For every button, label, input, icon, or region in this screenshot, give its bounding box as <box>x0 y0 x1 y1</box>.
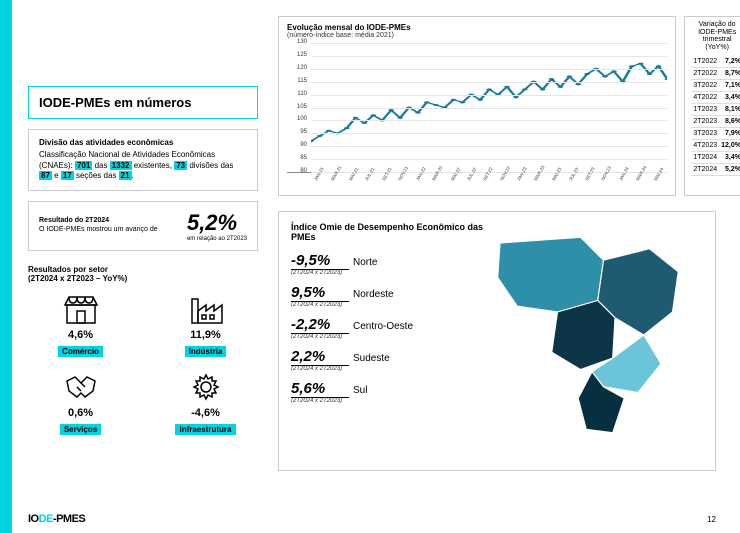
result-sub: em relação ao 2T2023 <box>187 236 247 242</box>
table-row: 2T20245,2% <box>691 163 740 175</box>
region-name: Centro-Oeste <box>353 321 413 332</box>
sector-factory: 11,9% Indústria <box>153 291 258 359</box>
region-value: 9,5% <box>291 284 349 302</box>
grid-line <box>311 120 667 121</box>
region-value: 2,2% <box>291 348 349 366</box>
table-row: 2T20228,7% <box>691 67 740 79</box>
y-tick: 80 <box>287 168 307 174</box>
brazil-map <box>477 220 707 450</box>
sector-label: Serviços <box>60 424 101 435</box>
table-row: 3T20227,1% <box>691 79 740 91</box>
map-box: Índice Omie de Desempenho Econômico das … <box>278 211 716 471</box>
table-box: Variação do IODE-PMEs trimestral (YoY%) … <box>684 16 740 196</box>
table-row: 4T20223,4% <box>691 91 740 103</box>
table-row: 3T20237,9% <box>691 127 740 139</box>
grid-line <box>311 95 667 96</box>
sector-value: -4,6% <box>153 407 258 419</box>
title-box: IODE-PMEs em números <box>28 86 258 119</box>
chart-box: Evolução mensal do IODE-PMEs (número-índ… <box>278 16 676 196</box>
left-column: IODE-PMEs em números Divisão das ativida… <box>28 86 258 437</box>
y-tick: 85 <box>287 155 307 161</box>
x-axis: JAN.21MAR.21MAI.21JUL.21SET.21NOV.21JAN.… <box>311 173 667 184</box>
table-row: 2T20238,6% <box>691 115 740 127</box>
grid-line <box>311 43 667 44</box>
table-row: 1T20227,2% <box>691 56 740 68</box>
grid-line <box>311 146 667 147</box>
y-axis: 80859095100105110115120125130 <box>287 43 311 172</box>
yoy-table: 1T20227,2%2T20228,7%3T20227,1%4T20223,4%… <box>691 56 740 176</box>
sector-handshake: 0,6% Serviços <box>28 369 133 437</box>
map-title: Índice Omie de Desempenho Econômico das … <box>291 222 491 242</box>
table-row: 1T20243,4% <box>691 151 740 163</box>
grid-line <box>311 108 667 109</box>
chart-title: Evolução mensal do IODE-PMEs <box>287 23 667 32</box>
sector-title: Resultados por setor (2T2024 x 2T2023 – … <box>28 265 258 283</box>
accent-bar <box>0 0 12 533</box>
table-row: 1T20238,1% <box>691 103 740 115</box>
sector-gear: -4,6% Infraestrutura <box>153 369 258 437</box>
grid-line <box>311 133 667 134</box>
right-bottom: Índice Omie de Desempenho Econômico das … <box>278 211 716 503</box>
sector-value: 0,6% <box>28 407 133 419</box>
result-text: Resultado do 2T2024 O IODE-PMEs mostrou … <box>39 217 179 234</box>
gear-icon <box>153 369 258 405</box>
y-tick: 115 <box>287 78 307 84</box>
sector-label: Comércio <box>58 346 103 357</box>
content-area: IODE-PMEs em números Divisão das ativida… <box>28 16 716 503</box>
desc-text: Classificação Nacional de Atividades Eco… <box>39 150 247 181</box>
grid-line <box>311 82 667 83</box>
desc-subtitle: Divisão das atividades econômicas <box>39 138 247 148</box>
table-row: 4T202312,0% <box>691 139 740 151</box>
chart-subtitle: (número-índice base: média 2021) <box>287 32 667 39</box>
region-value: -2,2% <box>291 316 349 334</box>
y-tick: 110 <box>287 91 307 97</box>
sector-label: Indústria <box>185 346 227 357</box>
region-name: Norte <box>353 257 377 268</box>
y-tick: 100 <box>287 116 307 122</box>
grid-line <box>311 56 667 57</box>
region-value: -9,5% <box>291 252 349 270</box>
result-value: 5,2% <box>187 210 247 236</box>
sector-grid: 4,6% Comércio 11,9% Indústria 0,6% Serviços -4… <box>28 291 258 437</box>
footer: IODE-PMES 12 <box>28 513 716 525</box>
right-top: Evolução mensal do IODE-PMEs (número-índ… <box>278 16 716 196</box>
logo: IODE-PMES <box>28 513 85 525</box>
region-name: Nordeste <box>353 289 394 300</box>
result-box: Resultado do 2T2024 O IODE-PMEs mostrou … <box>28 201 258 251</box>
y-tick: 90 <box>287 142 307 148</box>
y-tick: 130 <box>287 39 307 45</box>
description-box: Divisão das atividades econômicas Classi… <box>28 129 258 191</box>
sector-value: 11,9% <box>153 329 258 341</box>
sector-label: Infraestrutura <box>175 424 235 435</box>
region-value: 5,6% <box>291 380 349 398</box>
region-name: Sudeste <box>353 353 390 364</box>
page: IODE-PMEs em números Divisão das ativida… <box>0 0 740 533</box>
result-value-wrap: 5,2% em relação ao 2T2023 <box>187 210 247 242</box>
y-tick: 105 <box>287 104 307 110</box>
region-name: Sul <box>353 385 367 396</box>
page-number: 12 <box>707 515 716 524</box>
sector-store: 4,6% Comércio <box>28 291 133 359</box>
sector-value: 4,6% <box>28 329 133 341</box>
chart-area: 80859095100105110115120125130 <box>287 43 667 173</box>
grid-line <box>311 69 667 70</box>
grid-line <box>311 159 667 160</box>
store-icon <box>28 291 133 327</box>
table-title: Variação do IODE-PMEs trimestral (YoY%) <box>691 21 740 52</box>
y-tick: 120 <box>287 65 307 71</box>
y-tick: 125 <box>287 52 307 58</box>
page-title: IODE-PMEs em números <box>39 95 247 110</box>
handshake-icon <box>28 369 133 405</box>
factory-icon <box>153 291 258 327</box>
y-tick: 95 <box>287 129 307 135</box>
